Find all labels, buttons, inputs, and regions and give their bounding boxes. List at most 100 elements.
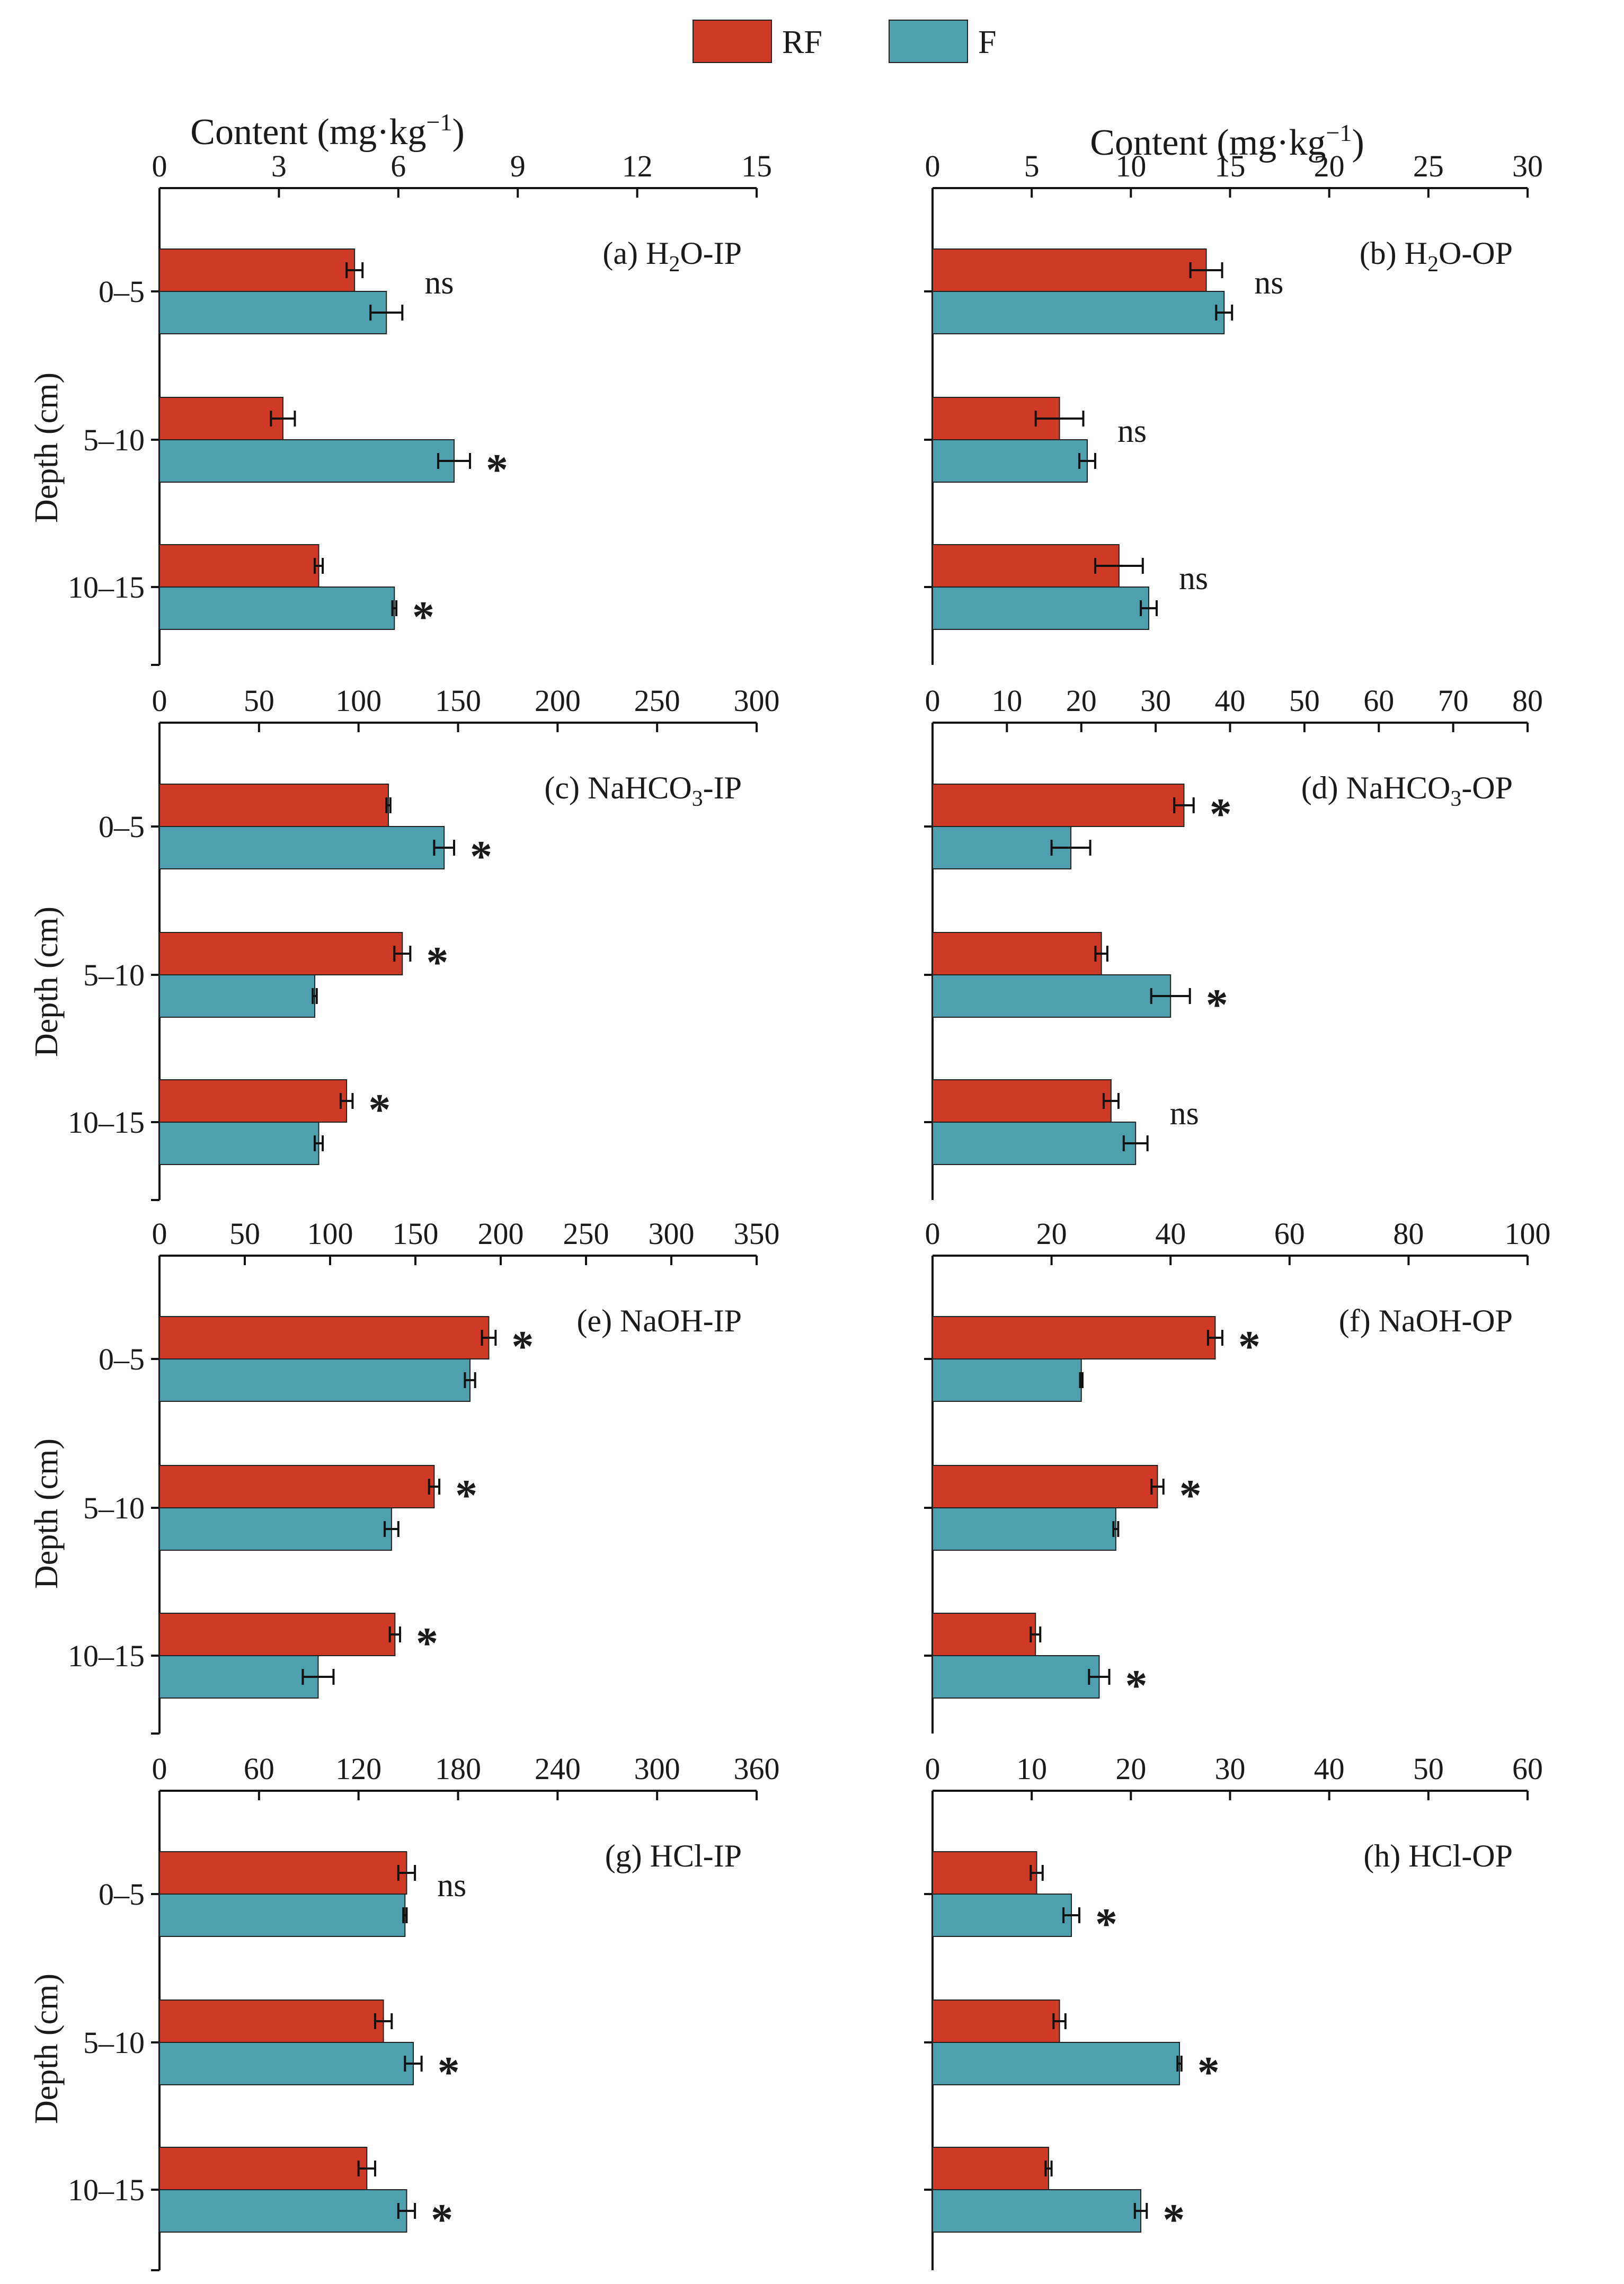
- bar-f: [932, 974, 1172, 1018]
- y-axis-title-row-2: Depth (cm): [29, 907, 65, 1057]
- panel-title-main: (c) NaHCO: [544, 770, 691, 805]
- bar-f: [159, 439, 455, 483]
- bar-f: [932, 291, 1225, 334]
- chart-panel-a: 0 3 6 9 12 15 0–5 5–10 10–15 (a) H2O-IP ns * *: [68, 149, 772, 666]
- bar-f: [932, 1358, 1082, 1402]
- y-tick-label: 0–5: [99, 1342, 145, 1376]
- x-tick-label: 60: [244, 1752, 274, 1786]
- x-tick-label: 70: [1438, 683, 1469, 718]
- x-tick-label: 100: [1505, 1216, 1551, 1251]
- y-tick-label: 0–5: [99, 1877, 145, 1912]
- significance-label: ns: [1170, 1096, 1199, 1132]
- bar-f: [159, 291, 387, 334]
- panel-title: (b) H2O-OP: [1360, 236, 1513, 277]
- x-tick-label: 100: [335, 683, 381, 718]
- x-tick-label: 3: [271, 149, 287, 183]
- x-tick-label: 240: [535, 1752, 581, 1786]
- panel-title: (h) HCl-OP: [1363, 1838, 1513, 1873]
- y-tick-label: 5–10: [83, 2025, 145, 2060]
- bar-rf: [932, 1851, 1037, 1895]
- panel-title-subscript: 2: [1427, 252, 1439, 277]
- x-tick-label: 60: [1363, 683, 1394, 718]
- chart-panel-d: 0 10 20 30 40 50 60 70 80 (d) NaHCO3-OP * * ns: [924, 683, 1543, 1200]
- bar-rf: [932, 1999, 1060, 2043]
- x-title-suffix: ): [1352, 122, 1364, 163]
- x-tick-label: 0: [925, 1752, 940, 1786]
- y-tick-label: 5–10: [83, 958, 145, 992]
- bar-rf: [159, 397, 283, 440]
- x-tick-label: 50: [1289, 683, 1320, 718]
- bar-f: [159, 2042, 414, 2085]
- significance-label: *: [426, 938, 448, 987]
- significance-label: *: [1125, 1661, 1148, 1710]
- chart-panel-f: 0 20 40 60 80 100 (f) NaOH-OP * * *: [924, 1216, 1551, 1734]
- x-axis-title-left: Content (mg·kg−1): [190, 109, 465, 153]
- x-tick-label: 40: [1215, 683, 1246, 718]
- y-tick-label: 5–10: [83, 423, 145, 457]
- bar-f: [932, 826, 1072, 869]
- x-tick-label: 5: [1024, 149, 1040, 183]
- significance-label: *: [431, 2195, 453, 2244]
- x-tick-label: 20: [1036, 1216, 1067, 1251]
- significance-label: ns: [1117, 413, 1147, 449]
- panel-title-main: (g) HCl-IP: [605, 1838, 742, 1873]
- bar-rf: [159, 1465, 435, 1508]
- panel-title: (d) NaHCO3-OP: [1301, 770, 1513, 811]
- bar-f: [159, 1358, 471, 1402]
- x-tick-label: 15: [741, 149, 772, 183]
- x-tick-label: 40: [1155, 1216, 1186, 1251]
- x-tick-label: 300: [634, 1752, 680, 1786]
- significance-label: *: [438, 2048, 460, 2097]
- x-tick-label: 15: [1215, 149, 1246, 183]
- significance-label: *: [412, 592, 434, 642]
- x-axis-title-right: Content (mg·kg−1): [1090, 119, 1364, 163]
- chart-panel-b: 0 5 10 15 20 25 30 (b) H2O-OP ns ns ns: [924, 149, 1543, 665]
- panel-title-subscript: 3: [1450, 787, 1461, 811]
- significance-label: ns: [437, 1868, 466, 1904]
- x-tick-label: 120: [335, 1752, 381, 1786]
- panel-title: (g) HCl-IP: [605, 1838, 742, 1873]
- x-tick-label: 0: [152, 149, 167, 183]
- bar-f: [159, 1122, 320, 1165]
- bar-f: [159, 974, 316, 1018]
- bar-rf: [159, 544, 320, 588]
- bar-rf: [159, 2147, 368, 2190]
- bar-rf: [932, 1465, 1158, 1508]
- x-tick-label: 100: [307, 1216, 353, 1251]
- y-tick-label: 10–15: [68, 570, 145, 605]
- x-title-unit: mg·kg: [330, 112, 427, 153]
- significance-label: ns: [424, 265, 454, 301]
- x-tick-label: 200: [535, 683, 581, 718]
- chart-panel-g: 0 60 120 180 240 300 360 0–5 5–10 10–15 (g) HCl-IP…: [68, 1752, 780, 2271]
- bar-rf: [159, 784, 389, 827]
- x-tick-label: 150: [393, 1216, 439, 1251]
- x-tick-label: 50: [244, 683, 274, 718]
- x-tick-label: 20: [1115, 1752, 1146, 1786]
- bar-f: [932, 2042, 1181, 2085]
- bar-rf: [932, 2147, 1049, 2190]
- x-tick-label: 30: [1215, 1752, 1246, 1786]
- panel-title-subscript: 3: [692, 787, 703, 811]
- x-tick-label: 20: [1066, 683, 1097, 718]
- x-tick-label: 12: [622, 149, 653, 183]
- y-axis-title-row-1: Depth (cm): [29, 372, 65, 523]
- significance-label: *: [1238, 1322, 1261, 1371]
- x-tick-label: 10: [1115, 149, 1146, 183]
- x-tick-label: 360: [734, 1752, 780, 1786]
- y-tick-label: 10–15: [68, 2173, 145, 2207]
- bar-rf: [932, 1316, 1216, 1359]
- x-tick-label: 80: [1512, 683, 1543, 718]
- bar-f: [932, 439, 1088, 483]
- x-tick-label: 60: [1274, 1216, 1305, 1251]
- x-tick-label: 20: [1314, 149, 1345, 183]
- bar-rf: [159, 248, 356, 292]
- significance-label: *: [1179, 1471, 1202, 1520]
- x-title-exp: −1: [426, 109, 452, 136]
- x-tick-label: 0: [925, 1216, 940, 1251]
- y-axis-title-row-4: Depth (cm): [29, 1974, 65, 2124]
- x-tick-label: 200: [478, 1216, 524, 1251]
- panel-title-main: (b) H: [1360, 236, 1427, 271]
- legend-swatch-f: [889, 20, 968, 63]
